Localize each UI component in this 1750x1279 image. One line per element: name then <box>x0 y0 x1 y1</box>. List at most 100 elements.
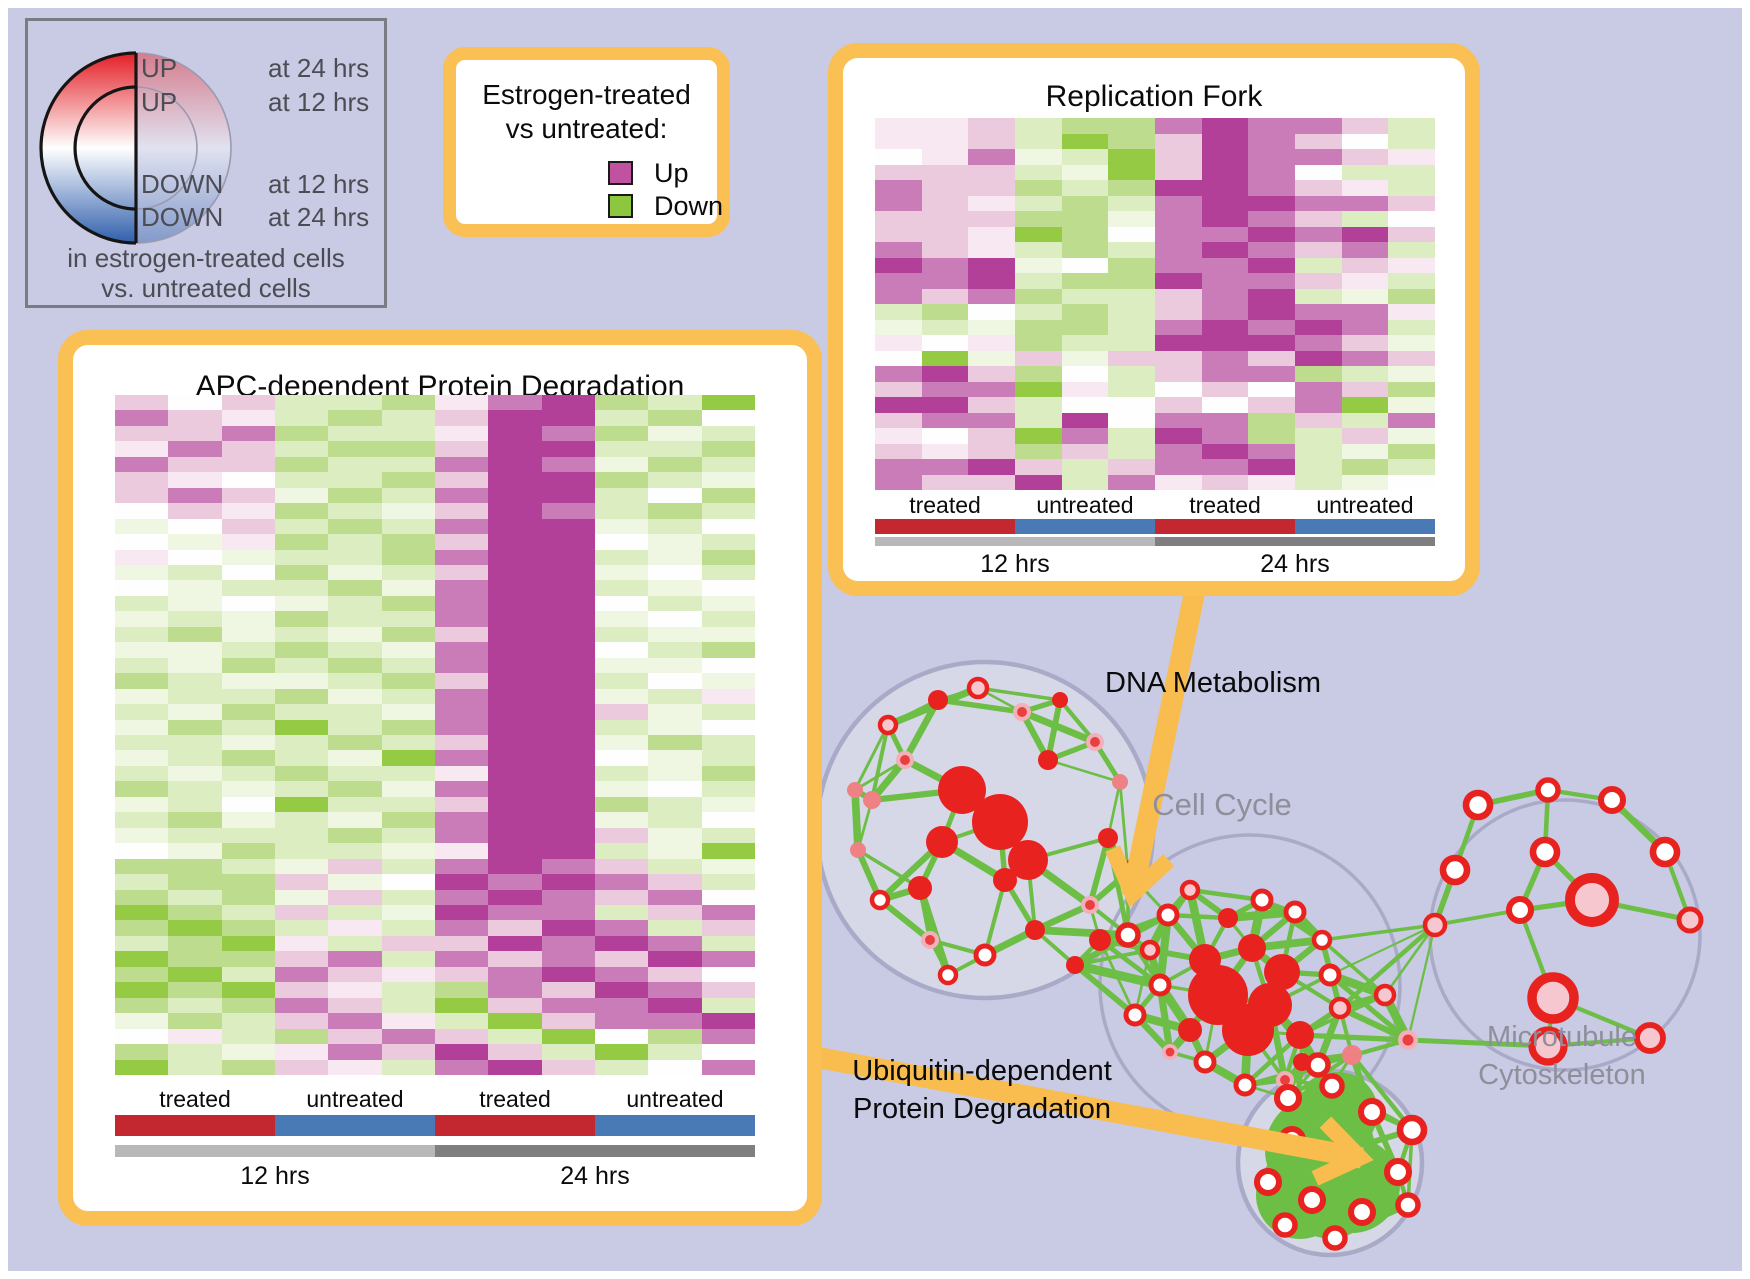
heatmap-cell <box>168 425 222 442</box>
heatmap-cell <box>921 257 969 273</box>
heatmap-cell <box>1248 211 1295 227</box>
heatmap-cell <box>328 874 382 890</box>
network-edge <box>916 884 952 979</box>
heatmap-cell <box>168 982 222 998</box>
heatmap-cell <box>1061 381 1109 397</box>
cluster-label-ubiquitin-line1: Ubiquitin-dependent <box>852 1055 1112 1087</box>
heatmap-cell <box>701 781 755 797</box>
heatmap-cell <box>1155 304 1202 320</box>
heatmap-cell <box>1341 366 1389 382</box>
heatmap-cell <box>1388 257 1435 273</box>
heatmap-cell <box>541 765 595 782</box>
heatmap-cell <box>968 118 1015 134</box>
heatmap-cell <box>274 564 329 581</box>
heatmap-cell <box>968 164 1015 180</box>
heatmap-cell <box>488 889 542 905</box>
gene-node-ring-pink <box>1634 1022 1666 1054</box>
heatmap-cell <box>1388 195 1435 211</box>
heatmap-cell <box>921 459 969 475</box>
network-edge <box>1297 1032 1411 1043</box>
heatmap-cell <box>594 580 649 596</box>
heatmap-cell <box>381 951 435 967</box>
heatmap-cell <box>1201 381 1249 397</box>
heatmap-cell <box>1248 118 1295 134</box>
heatmap-cell <box>328 503 382 519</box>
heatmap-cell <box>1155 242 1202 258</box>
cluster-label-microtubule-line2: Cytoskeleton <box>1478 1059 1646 1091</box>
heatmap-cell <box>541 425 595 442</box>
heatmap-cell <box>1108 164 1155 180</box>
heatmap-cell <box>648 951 702 967</box>
heatmap-cell <box>541 456 595 473</box>
heatmap-cell <box>648 395 702 411</box>
heatmap-cell <box>221 657 275 674</box>
heatmap-cell <box>221 673 275 689</box>
heatmap-cell <box>1295 242 1342 258</box>
heatmap-cell <box>1248 180 1295 196</box>
heatmap-cell <box>1155 412 1202 428</box>
heatmap-cell <box>921 304 969 320</box>
heatmap-cell <box>115 657 169 674</box>
heatmap-cell <box>168 487 222 504</box>
heatmap-cell <box>274 704 329 720</box>
heatmap-cell <box>1015 257 1062 273</box>
heatmap-cell <box>1061 288 1109 304</box>
heatmap-cell <box>701 966 755 983</box>
heatmap-cell <box>488 1028 542 1045</box>
heatmap-cell <box>328 425 382 442</box>
heatmap-cell <box>594 657 649 674</box>
heatmap-cell <box>1155 257 1202 273</box>
condition-label-treated: treated <box>909 492 981 518</box>
heatmap-cell <box>1015 335 1062 351</box>
heatmap-cell <box>328 889 382 905</box>
ring-label-down-outer: DOWN <box>141 202 224 232</box>
heatmap-cell <box>168 874 222 890</box>
heatmap-cell <box>648 827 702 844</box>
heatmap-cell <box>168 580 222 596</box>
heatmap-cell <box>274 827 329 844</box>
heatmap-cell <box>434 472 489 488</box>
heatmap-cell <box>594 626 649 643</box>
ring-label-up-outer: UP <box>141 53 178 83</box>
heatmap-cell <box>1108 474 1155 490</box>
heatmap-cell <box>1201 412 1249 428</box>
heatmap-cell <box>488 734 542 751</box>
heatmap-cell <box>274 611 329 627</box>
heatmap-cell <box>168 688 222 705</box>
heatmap-cell <box>1388 412 1435 428</box>
heatmap-cell <box>115 642 169 658</box>
network-edge <box>1031 901 1094 934</box>
heatmap-cell <box>488 904 542 921</box>
condition-label-untreated: untreated <box>306 1086 404 1112</box>
heatmap-cell <box>168 456 222 473</box>
heatmap-cell <box>594 487 649 504</box>
heatmap-cell <box>541 564 595 581</box>
heatmap-cell <box>488 487 542 504</box>
heatmap-cell <box>381 904 435 921</box>
heatmap-cell <box>434 410 489 426</box>
time-bar-12-hrs <box>875 537 1155 546</box>
heatmap-cell <box>488 425 542 442</box>
heatmap-cell <box>541 874 595 890</box>
heatmap-cell <box>1061 335 1109 351</box>
heatmap-cell <box>541 487 595 504</box>
heatmap-cell <box>115 765 169 782</box>
heatmap-cell <box>381 827 435 844</box>
color-key: Estrogen-treated vs untreated: Up Down <box>443 47 730 237</box>
heatmap-cell <box>541 843 595 859</box>
heatmap-cell <box>1061 397 1109 413</box>
heatmap-cell <box>1201 459 1249 475</box>
heatmap-cell <box>274 920 329 936</box>
heatmap-cell <box>1341 335 1389 351</box>
heatmap-cell <box>1388 319 1435 335</box>
heatmap-cell <box>434 1028 489 1045</box>
heatmap-cell <box>381 503 435 519</box>
heatmap-cell <box>488 781 542 797</box>
heatmap-cell <box>1155 459 1202 475</box>
gene-node-ring-white <box>1529 836 1561 868</box>
heatmap-cell <box>274 765 329 782</box>
heatmap-cell <box>648 549 702 565</box>
heatmap-cell <box>701 704 755 720</box>
heatmap-cell <box>488 518 542 535</box>
heatmap-cell <box>1061 226 1109 242</box>
